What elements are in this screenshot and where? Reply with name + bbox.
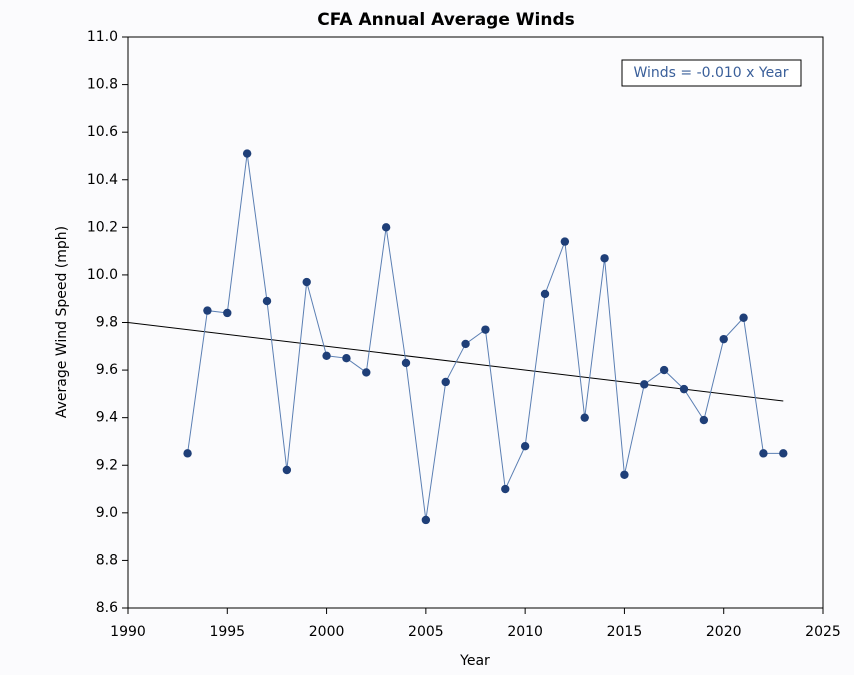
y-tick-label: 8.8 (96, 552, 118, 568)
y-tick-label: 10.6 (87, 124, 118, 140)
data-point (580, 413, 589, 422)
data-point (679, 384, 689, 394)
x-tick-label: 2005 (408, 624, 444, 640)
y-tick-label: 8.6 (96, 600, 118, 616)
y-tick-label: 9.2 (96, 457, 118, 473)
data-point (381, 223, 391, 232)
annotation-box (621, 59, 802, 87)
data-point (779, 449, 788, 458)
x-tick-label: 1995 (209, 624, 245, 640)
data-point (242, 149, 252, 158)
x-tick-label: 2010 (507, 624, 543, 640)
x-tick-label: 2000 (309, 624, 345, 640)
data-point (501, 484, 510, 494)
x-tick-label: 2025 (805, 624, 841, 640)
data-point (699, 415, 709, 425)
y-tick-label: 10.0 (87, 267, 118, 283)
data-point (302, 277, 311, 287)
data-point (520, 442, 530, 451)
data-point (739, 313, 748, 322)
data-point (441, 377, 450, 387)
data-point (481, 325, 490, 334)
y-tick-label: 10.4 (87, 172, 118, 188)
data-point (461, 339, 470, 349)
y-tick-label: 9.4 (96, 410, 118, 426)
data-point (620, 470, 629, 479)
data-point (640, 380, 649, 389)
trendline (127, 322, 784, 402)
y-tick-label: 9.0 (96, 505, 118, 521)
x-tick-label: 1990 (110, 624, 146, 640)
data-point (223, 308, 232, 318)
data-point (540, 289, 550, 299)
y-tick-label: 10.8 (87, 77, 118, 93)
annotation: Winds = -0.010 x Year (633, 65, 788, 81)
y-tick-label: 9.6 (96, 362, 118, 378)
data-point (183, 449, 192, 458)
data-point (322, 351, 331, 361)
data-point (560, 237, 570, 246)
data-point (203, 306, 212, 315)
x-tick-label: 2020 (706, 624, 742, 640)
data-point (401, 358, 411, 368)
data-point (342, 353, 351, 363)
y-axis-label: Average Wind Speed (mph) (54, 226, 70, 418)
data-point (659, 365, 669, 375)
data-point (759, 449, 768, 458)
data-point (600, 254, 609, 263)
y-tick-label: 9.8 (96, 315, 118, 331)
x-axis-label: Year (459, 653, 490, 669)
y-tick-label: 11.0 (87, 29, 118, 45)
data-point (262, 296, 272, 306)
chart-title: CFA Annual Average Winds (317, 10, 575, 30)
data-point (362, 368, 371, 377)
data-point (282, 465, 292, 475)
y-tick-label: 10.2 (87, 219, 118, 235)
data-point (719, 334, 728, 344)
data-point (421, 515, 431, 525)
x-tick-label: 2015 (607, 624, 643, 640)
